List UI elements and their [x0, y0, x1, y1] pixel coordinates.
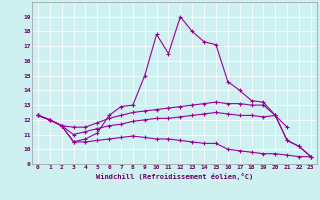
- X-axis label: Windchill (Refroidissement éolien,°C): Windchill (Refroidissement éolien,°C): [96, 173, 253, 180]
